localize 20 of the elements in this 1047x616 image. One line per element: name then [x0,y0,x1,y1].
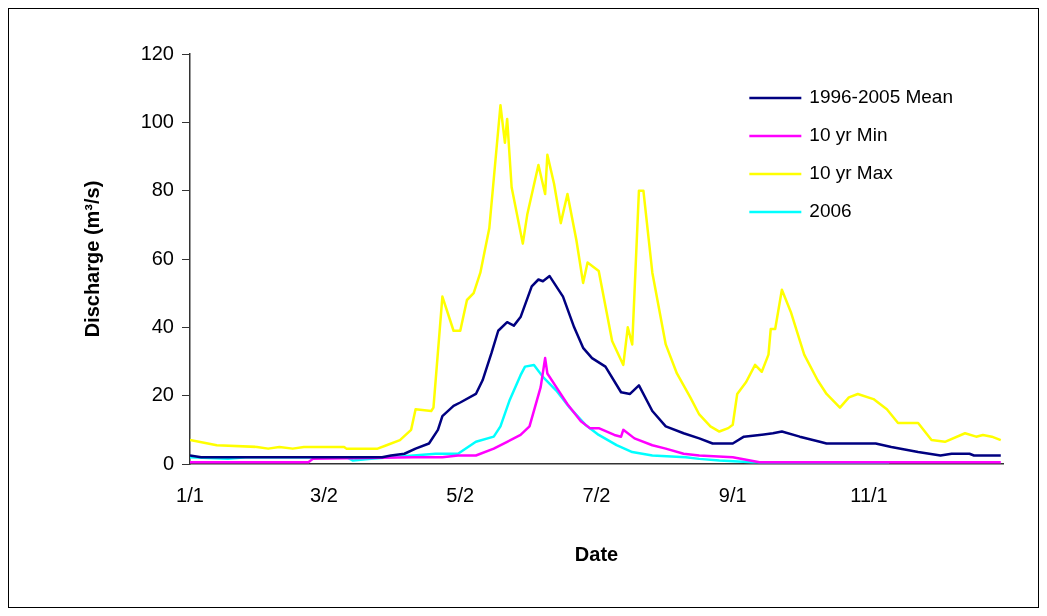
y-tick-label: 120 [140,41,174,64]
y-tick-label: 60 [151,246,174,269]
y-tick-label: 20 [151,383,174,406]
x-tick-label: 7/2 [582,483,611,506]
x-tick-label: 1/1 [176,483,204,506]
x-tick-label: 3/2 [310,483,338,506]
x-tick-label: 9/1 [718,483,747,506]
y-tick-label: 40 [151,314,174,337]
legend-label: 10 yr Min [809,124,888,146]
chart-frame: Date Discharge (m³/s) 1/1 3/2 5/2 7/2 9/1 11/1 0 20 40 60 80 100 120 1996-2005 Mean 10 yr Min 10 yr Max 2006 [8,8,1039,608]
x-tick-label: 5/2 [446,483,475,506]
y-axis-title: Discharge (m³/s) [80,180,103,338]
legend-label: 10 yr Max [809,162,894,184]
legend-label: 2006 [809,200,852,222]
y-tick-label: 0 [162,451,174,474]
legend-label: 1996-2005 Mean [809,86,953,108]
x-tick-label: 11/1 [850,483,888,506]
x-axis-title: Date [574,542,619,565]
y-tick-label: 100 [140,109,174,132]
y-tick-label: 80 [151,178,174,201]
